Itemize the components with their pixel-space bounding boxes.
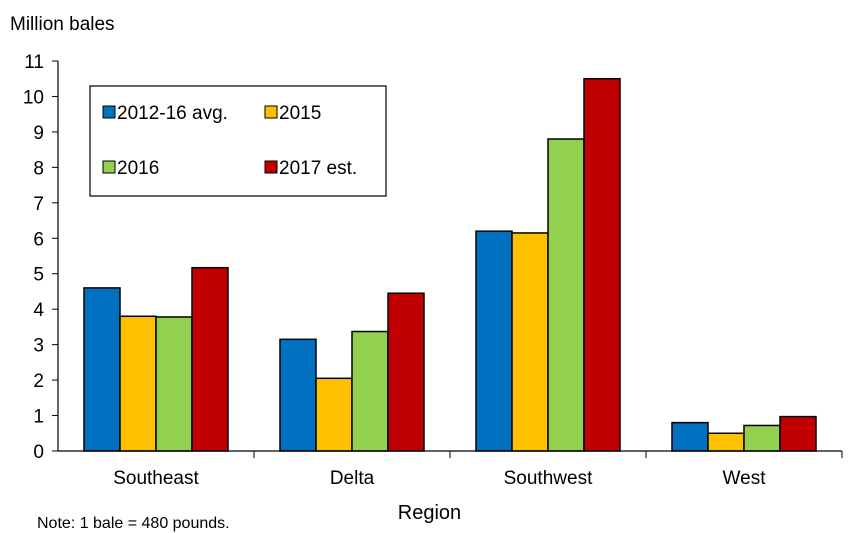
legend-label: 2012-16 avg. (117, 103, 228, 124)
bar-delta-3 (387, 292, 425, 452)
bars-group (83, 77, 817, 452)
bar-southeast-2 (155, 316, 193, 452)
bar-southwest-2 (547, 138, 585, 452)
legend: 2012-16 avg. 2015 2016 2017 est. (89, 85, 387, 197)
y-tick-label: 2 (33, 371, 44, 392)
bar-delta-0 (279, 338, 317, 452)
bar-delta-2 (351, 330, 389, 452)
legend-box (89, 85, 387, 197)
y-tick-label: 10 (23, 87, 44, 108)
legend-label: 2015 (279, 103, 321, 124)
y-axis-title: Million bales (10, 14, 115, 35)
bar-southeast-1 (119, 315, 157, 452)
axes-group (52, 60, 843, 458)
y-tick-label: 11 (24, 52, 44, 73)
legend-swatch (102, 105, 116, 119)
y-tick-label: 6 (33, 229, 44, 250)
bar-southwest-1 (511, 232, 549, 452)
bar-west-0 (671, 421, 709, 452)
bar-southeast-3 (191, 266, 229, 452)
legend-swatch (264, 105, 278, 119)
legend-label: 2017 est. (279, 158, 357, 179)
y-tick-label: 5 (33, 265, 44, 286)
legend-label: 2016 (117, 158, 159, 179)
y-tick-label: 8 (33, 158, 44, 179)
y-tick-label: 4 (33, 300, 44, 321)
bar-west-1 (707, 432, 745, 452)
bar-southwest-3 (583, 77, 621, 452)
y-tick-label: 1 (33, 407, 44, 428)
bar-delta-1 (315, 377, 353, 452)
note-text: Note: 1 bale = 480 pounds. (37, 515, 230, 532)
ticks-group: Southeast Delta Southwest West 0 1 2 3 4 5 6 7 8 9 10 1… (23, 52, 766, 489)
y-tick-label: 7 (33, 194, 44, 215)
x-tick-label: West (723, 468, 767, 489)
y-tick-label: 0 (33, 442, 44, 463)
legend-swatch (102, 160, 116, 174)
y-tick-label: 9 (33, 123, 44, 144)
x-tick-label: Southeast (113, 468, 199, 489)
y-tick-label: 3 (33, 336, 44, 357)
x-tick-label: Delta (330, 468, 375, 489)
bar-southwest-0 (475, 230, 513, 452)
x-axis-title: Region (397, 502, 462, 524)
bar-west-3 (779, 415, 817, 452)
bar-southeast-0 (83, 287, 121, 452)
legend-swatch (264, 160, 278, 174)
x-tick-label: Southwest (504, 468, 593, 489)
bar-west-2 (743, 424, 781, 452)
